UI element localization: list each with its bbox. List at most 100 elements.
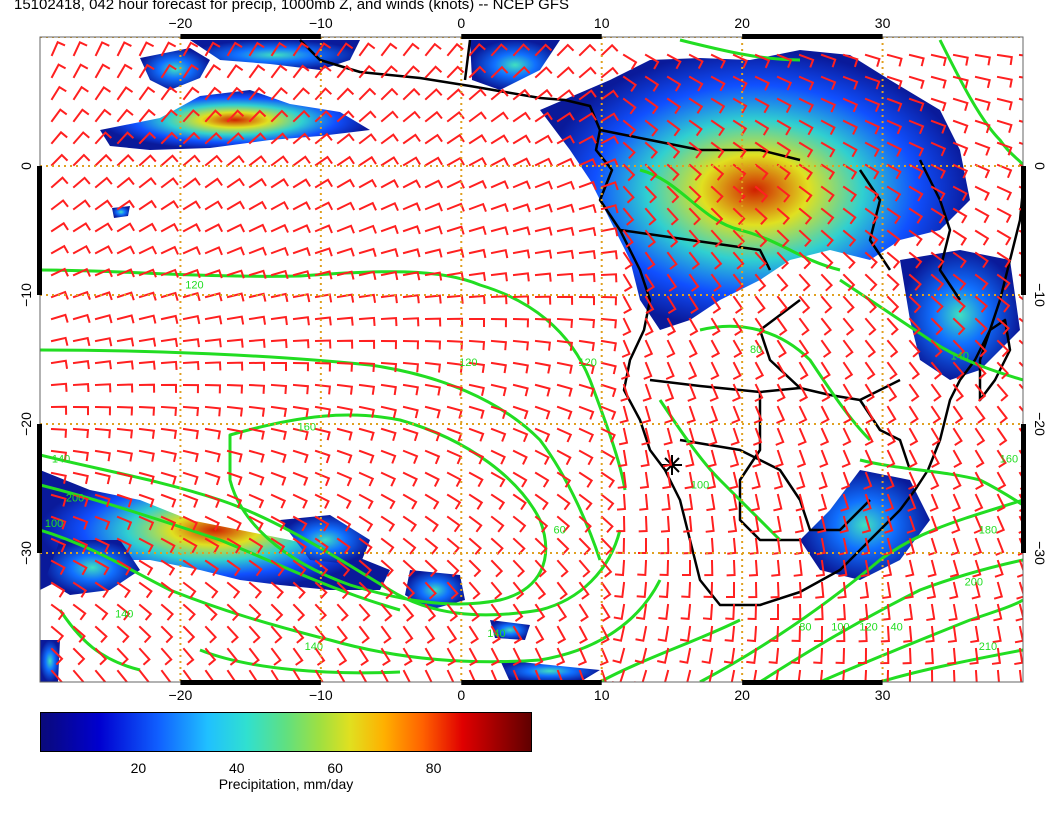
wind-barb (666, 97, 681, 115)
contour-label: 120 (459, 357, 477, 369)
wind-barb (600, 89, 619, 101)
wind-barb (634, 647, 648, 664)
wind-barb (996, 427, 1008, 446)
wind-barb (270, 132, 289, 145)
wind-barb (72, 559, 88, 576)
wind-barb (908, 97, 925, 112)
contour-label: 120 (859, 621, 877, 633)
wind-barb (94, 291, 113, 301)
wind-barb (468, 603, 480, 622)
wind-barb (248, 383, 266, 394)
wind-barb (1014, 647, 1023, 666)
wind-barb (908, 449, 918, 469)
lon-tick-label-bottom: 0 (457, 687, 465, 700)
wind-barb (94, 405, 112, 416)
wind-barb (952, 669, 956, 682)
wind-barb (512, 88, 531, 101)
wind-barb (578, 427, 595, 443)
wind-barb (754, 207, 768, 226)
wind-barb (621, 361, 631, 380)
wind-barb (710, 53, 726, 69)
wind-barb (708, 669, 714, 682)
wind-barb (336, 316, 354, 326)
wind-barb (94, 222, 113, 233)
wind-barb (468, 669, 477, 682)
wind-barb (336, 178, 355, 189)
wind-barb (842, 53, 859, 68)
wind-barb (798, 185, 813, 203)
wind-barb (642, 383, 652, 402)
wind-barb (248, 361, 266, 371)
wind-barb (314, 581, 328, 600)
wind-barb (578, 157, 597, 167)
lat-tick-label-right: −30 (1032, 541, 1048, 565)
wind-barb (930, 251, 945, 269)
wind-barb (314, 224, 333, 234)
wind-barb (622, 295, 633, 314)
wind-barb (72, 63, 89, 79)
wind-barb (270, 537, 286, 554)
wind-barb (1018, 119, 1023, 123)
wind-barb (820, 273, 834, 292)
wind-barb (182, 291, 201, 302)
wind-barb (750, 515, 760, 534)
wind-barb (947, 647, 957, 665)
wind-barb (731, 405, 741, 424)
wind-barb (160, 493, 177, 508)
wind-barb (886, 669, 890, 682)
wind-barb (578, 471, 594, 488)
wind-barb (512, 537, 526, 556)
wind-barb (534, 317, 552, 328)
wind-barb (94, 86, 111, 101)
wind-barb (314, 493, 330, 509)
wind-barb (270, 647, 282, 666)
wind-barb (600, 405, 617, 420)
wind-barb (908, 427, 919, 446)
wind-barb (556, 537, 570, 556)
wind-barb (50, 515, 67, 530)
wind-barb (688, 53, 704, 70)
lon-tick-label-top: 0 (457, 15, 465, 31)
wind-barb (754, 229, 768, 248)
wind-barb (336, 201, 356, 211)
wind-barb (622, 317, 632, 337)
wind-barb (94, 176, 113, 189)
frame-bar (180, 680, 321, 685)
wind-barb (930, 383, 942, 402)
wind-barb (666, 317, 677, 336)
wind-barb (402, 271, 421, 281)
wind-barb (226, 581, 241, 599)
wind-barb (864, 669, 868, 682)
wind-barb (996, 471, 1007, 490)
wind-barb (864, 185, 880, 202)
wind-barb (754, 361, 765, 380)
wind-barb (886, 427, 896, 446)
wind-barb (886, 75, 903, 90)
wind-barb (270, 625, 283, 644)
wind-barb (380, 405, 397, 419)
wind-barb (292, 537, 307, 554)
wind-barb (1018, 405, 1023, 424)
wind-barb (820, 427, 830, 446)
wind-barb (424, 647, 435, 666)
wind-barb (534, 180, 553, 190)
wind-barb (336, 669, 346, 682)
wind-barb (908, 317, 922, 336)
wind-barb (644, 53, 660, 70)
wind-barb (864, 229, 879, 247)
wind-barb (424, 449, 441, 465)
wind-barb (974, 273, 989, 291)
wind-barb (292, 270, 311, 280)
wind-barb (512, 203, 531, 213)
wind-barb (817, 515, 827, 534)
wind-barb (842, 207, 857, 225)
wind-barb (402, 339, 420, 350)
wind-barb (94, 131, 113, 145)
wind-barb (512, 603, 524, 622)
map-title: 15102418, 042 hour forecast for precip, … (14, 0, 569, 13)
wind-barb (292, 383, 309, 395)
wind-barb (468, 625, 479, 644)
wind-barb (820, 339, 832, 358)
wind-barb (666, 207, 679, 226)
wind-barb (841, 471, 851, 490)
